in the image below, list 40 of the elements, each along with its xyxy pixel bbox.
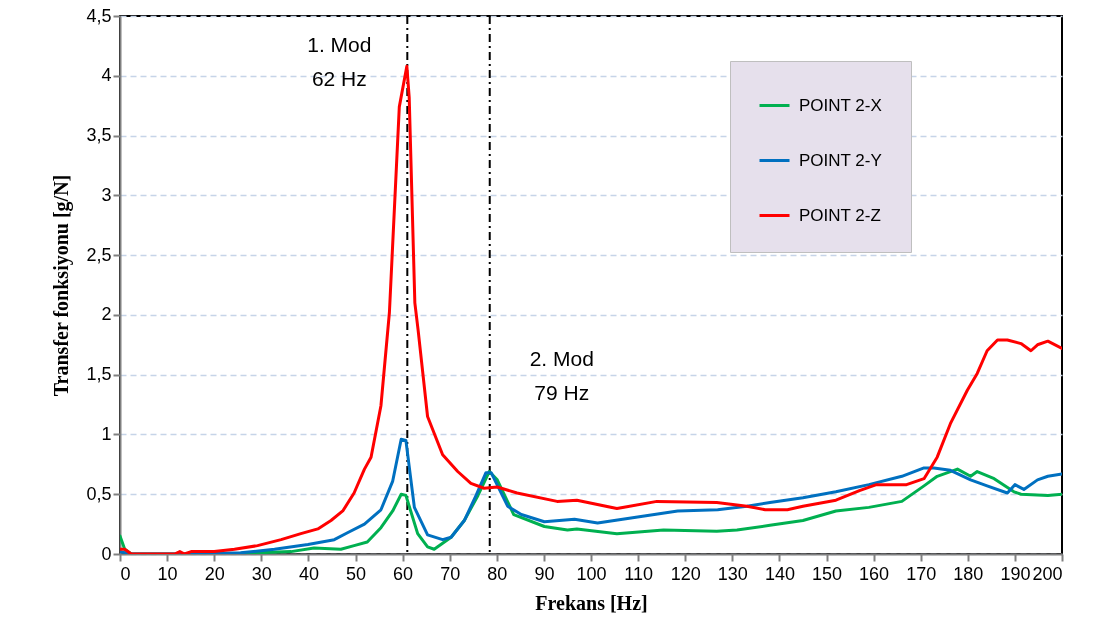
x-tick-label: 190 [1000,563,1031,584]
x-tick-label: 0 [120,563,131,584]
y-tick-label: 2,5 [86,244,112,265]
y-tick-label: 3 [101,184,112,205]
x-tick-label: 80 [487,563,508,584]
x-tick-label: 120 [670,563,701,584]
y-tick-label: 0 [101,543,112,564]
x-tick-label: 40 [298,563,319,584]
y-tick-label: 1 [101,423,112,444]
y-tick-label: 0,5 [86,483,112,504]
x-tick-label: 160 [859,563,890,584]
y-tick-label: 4,5 [86,5,112,26]
x-axis-title: Frekans [Hz] [535,591,648,614]
x-tick-label: 110 [624,563,653,584]
x-tick-label: 150 [811,563,843,584]
x-tick-label: 30 [251,563,272,584]
annotation: 62 Hz [311,67,367,90]
y-tick-label: 4 [101,65,112,86]
x-tick-label: 200 [1032,563,1063,584]
x-tick-label: 90 [534,563,555,584]
x-tick-label: 100 [576,563,607,584]
x-tick-label: 170 [906,563,937,584]
x-tick-label: 130 [717,563,748,584]
x-tick-label: 50 [345,563,367,584]
legend-label: POINT 2-Z [799,205,881,225]
y-tick-label: 2 [101,304,112,325]
y-tick-label: 1,5 [86,364,112,385]
x-tick-label: 140 [764,563,795,584]
ref-line-label: 1. Mod [307,33,372,56]
x-tick-label: 10 [157,563,178,584]
x-tick-label: 180 [953,563,984,584]
x-tick-label: 60 [393,563,414,584]
y-tick-label: 3,5 [86,125,112,146]
x-tick-label: 70 [440,563,461,584]
ref-line-label: 2. Mod [529,347,594,370]
x-tick-label: 20 [204,563,225,584]
y-axis-title: Transfer fonksiyonu [g/N] [50,174,74,397]
annotation: 79 Hz [534,381,590,404]
legend-label: POINT 2-X [799,95,882,115]
legend-label: POINT 2-Y [799,150,882,170]
